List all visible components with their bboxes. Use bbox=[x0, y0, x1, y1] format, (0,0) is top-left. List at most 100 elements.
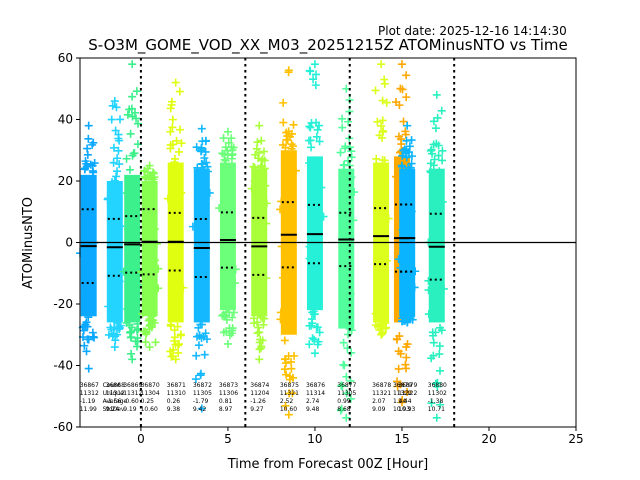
data-point bbox=[429, 161, 438, 170]
data-point bbox=[127, 323, 136, 332]
data-point bbox=[255, 121, 264, 130]
series-stat-label: 9.48 bbox=[306, 406, 320, 413]
data-point bbox=[285, 372, 294, 381]
data-point bbox=[225, 331, 234, 340]
data-point bbox=[88, 140, 97, 149]
data-point bbox=[154, 284, 163, 293]
data-point bbox=[403, 253, 412, 262]
data-point bbox=[223, 127, 232, 136]
data-point bbox=[197, 404, 206, 413]
data-point bbox=[307, 118, 316, 127]
data-point bbox=[379, 126, 388, 135]
data-point bbox=[262, 219, 271, 228]
data-point bbox=[87, 212, 96, 221]
data-point bbox=[392, 172, 401, 181]
series-stat-label: 2.52 bbox=[280, 398, 294, 405]
data-point bbox=[377, 321, 386, 330]
data-point bbox=[134, 119, 143, 128]
data-point bbox=[145, 343, 154, 352]
data-point bbox=[284, 66, 293, 75]
data-point bbox=[427, 354, 436, 363]
data-point bbox=[261, 181, 270, 190]
data-point bbox=[218, 149, 227, 158]
data-point bbox=[371, 86, 380, 95]
data-point bbox=[145, 161, 154, 170]
data-point bbox=[177, 188, 186, 197]
data-point bbox=[315, 137, 324, 146]
data-point bbox=[256, 163, 265, 172]
data-point bbox=[405, 165, 414, 174]
data-point bbox=[435, 219, 444, 228]
data-point bbox=[197, 320, 206, 329]
data-point bbox=[436, 323, 445, 332]
data-point bbox=[257, 136, 266, 145]
data-point bbox=[172, 136, 181, 145]
stats-layer: 3686711312-1.1911.993686811312-1.569.243… bbox=[80, 201, 447, 413]
series-stat-label: 9.27 bbox=[250, 406, 264, 413]
data-point bbox=[285, 389, 294, 398]
data-point bbox=[258, 313, 267, 322]
data-point bbox=[220, 176, 229, 185]
data-point bbox=[255, 355, 264, 364]
series-stat-label: 36879 bbox=[398, 382, 417, 389]
data-point bbox=[378, 116, 387, 125]
data-point bbox=[81, 157, 90, 166]
data-point bbox=[433, 113, 442, 122]
data-point bbox=[344, 177, 353, 186]
series-stat-label: 11310 bbox=[167, 390, 186, 397]
series-stat-label: 11322 bbox=[393, 390, 412, 397]
data-point bbox=[170, 154, 179, 163]
data-point bbox=[172, 163, 181, 172]
data-point bbox=[308, 334, 317, 343]
data-point bbox=[84, 305, 93, 314]
data-point bbox=[174, 348, 183, 357]
data-point bbox=[151, 338, 160, 347]
data-point bbox=[338, 123, 347, 132]
series-stat-label: 36870 bbox=[141, 382, 160, 389]
series-stat-label: 11306 bbox=[219, 390, 238, 397]
data-point bbox=[231, 279, 240, 288]
series-stat-label: 36876 bbox=[306, 382, 325, 389]
data-point bbox=[166, 347, 175, 356]
data-point bbox=[201, 137, 210, 146]
data-point bbox=[179, 283, 188, 292]
data-point bbox=[116, 222, 125, 231]
data-point bbox=[377, 60, 386, 69]
data-point bbox=[132, 87, 141, 96]
series-stat-label: 36873 bbox=[219, 382, 238, 389]
data-point bbox=[84, 134, 93, 143]
data-point bbox=[339, 338, 348, 347]
data-point bbox=[255, 307, 264, 316]
plot-date: Plot date: 2025-12-16 14:14:30 bbox=[378, 24, 567, 38]
data-point bbox=[277, 197, 286, 206]
data-point bbox=[426, 167, 435, 176]
data-point bbox=[402, 353, 411, 362]
data-point bbox=[407, 159, 416, 168]
series-stat-label: 11312 bbox=[80, 390, 99, 397]
data-point bbox=[403, 121, 412, 130]
data-point bbox=[379, 279, 388, 288]
data-point bbox=[166, 127, 175, 136]
series-4 bbox=[137, 161, 163, 352]
series-stat-label: 11204 bbox=[250, 390, 269, 397]
data-point bbox=[344, 117, 353, 126]
data-point bbox=[258, 162, 267, 171]
data-point bbox=[80, 341, 89, 350]
series-stat-label: 36874 bbox=[250, 382, 269, 389]
data-point bbox=[149, 289, 158, 298]
data-point bbox=[83, 335, 92, 344]
data-point bbox=[86, 269, 95, 278]
data-point bbox=[132, 311, 141, 320]
data-point bbox=[128, 112, 137, 121]
data-point bbox=[282, 370, 291, 379]
data-point bbox=[169, 312, 178, 321]
series-stat-label: 8.68 bbox=[337, 406, 351, 413]
data-point bbox=[202, 158, 211, 167]
series-stat-label: 2.74 bbox=[306, 398, 320, 405]
data-point bbox=[378, 249, 387, 258]
series-stat-label: -1.38 bbox=[428, 398, 444, 405]
data-point bbox=[84, 364, 93, 373]
data-point bbox=[104, 302, 113, 311]
data-point bbox=[86, 160, 95, 169]
data-point bbox=[411, 267, 420, 276]
